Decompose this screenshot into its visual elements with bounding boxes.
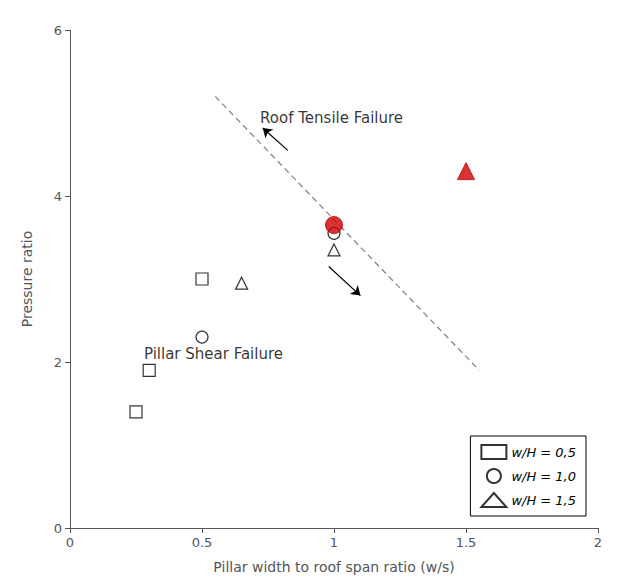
- svg-text:1: 1: [330, 535, 338, 550]
- svg-text:2: 2: [54, 355, 62, 370]
- svg-text:Roof Tensile Failure: Roof Tensile Failure: [260, 109, 403, 127]
- svg-text:0: 0: [66, 535, 74, 550]
- svg-text:Pressure ratio: Pressure ratio: [19, 231, 35, 328]
- svg-text:0: 0: [54, 521, 62, 536]
- svg-text:w/H = 0,5: w/H = 0,5: [511, 445, 576, 460]
- svg-text:6: 6: [54, 23, 62, 38]
- svg-text:0.5: 0.5: [192, 535, 213, 550]
- svg-text:Pillar Shear Failure: Pillar Shear Failure: [144, 345, 283, 363]
- svg-text:1.5: 1.5: [456, 535, 477, 550]
- svg-text:4: 4: [54, 189, 62, 204]
- svg-text:Pillar width to roof span rati: Pillar width to roof span ratio (w/s): [213, 559, 454, 575]
- svg-text:2: 2: [594, 535, 602, 550]
- svg-text:w/H = 1,5: w/H = 1,5: [511, 493, 576, 508]
- svg-text:w/H = 1,0: w/H = 1,0: [511, 469, 576, 484]
